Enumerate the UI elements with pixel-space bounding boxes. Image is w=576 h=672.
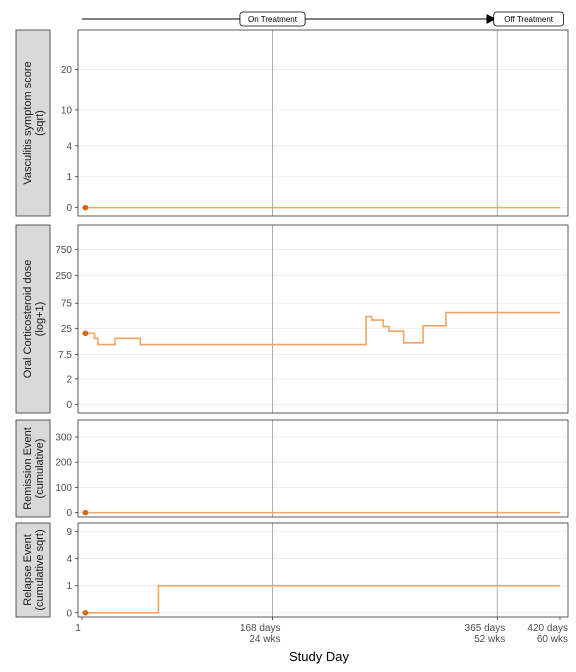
y-tick-label: 100 (55, 483, 72, 494)
panel-strip-label: Vasculitis symptom score(sqrt) (22, 61, 46, 184)
panel-strip (15, 29, 51, 217)
panel-border (77, 419, 569, 518)
panel-strip-label: Oral Corticosteroid dose(log+1) (22, 260, 46, 379)
panel: Vasculitis symptom score(sqrt) 0 1 4 10 20 (15, 29, 569, 217)
plot-background (78, 420, 568, 517)
x-tick-label: 24 wks (249, 634, 280, 645)
strip-label-line: Vasculitis symptom score (22, 61, 34, 184)
x-axis-title: Study Day (289, 649, 349, 664)
x-tick-label: 168 days (240, 623, 281, 634)
data-point (82, 609, 89, 616)
y-tick-label: 20 (61, 65, 73, 76)
panel: Relapse Event(cumulative sqrt) 0 1 4 9 (15, 522, 569, 619)
y-tick-label: 0 (66, 608, 72, 619)
timeline-label: Off Treatment (504, 15, 554, 24)
strip-label-line: Relapse Event (22, 534, 34, 606)
y-tick-label: 0 (66, 400, 72, 411)
panel-strip (15, 419, 51, 518)
y-tick-label: 10 (61, 105, 73, 116)
series-step-line (82, 584, 560, 614)
series-step-line (82, 311, 560, 346)
y-tick-label: 2 (66, 374, 72, 385)
panel-strip (15, 522, 51, 618)
panel: Oral Corticosteroid dose(log+1) 0 2 7.5 25 75… (15, 224, 569, 414)
panel-strip (15, 224, 51, 414)
panel: Remission Event(cumulative) 0 100 200 300 (15, 419, 569, 519)
y-tick-label: 750 (55, 245, 72, 256)
y-tick-label: 0 (66, 508, 72, 519)
panel-border (77, 224, 569, 414)
y-tick-label: 7.5 (58, 350, 72, 361)
strip-label-line: Remission Event (22, 427, 34, 510)
treatment-timeline: On Treatment Off Treatment (82, 11, 564, 27)
plot-background (78, 225, 568, 413)
y-tick-label: 75 (61, 299, 73, 310)
x-tick-label: 60 wks (537, 634, 568, 645)
timeline-label: On Treatment (248, 15, 298, 24)
y-tick-label: 0 (66, 203, 72, 214)
x-tick-label: 52 wks (474, 634, 505, 645)
panel-border (77, 29, 569, 217)
panel-border (77, 522, 569, 618)
strip-label-line: (cumulative) (34, 439, 46, 499)
y-tick-label: 1 (66, 581, 72, 592)
x-tick-label: 365 days (465, 623, 506, 634)
panel-strip-label: Remission Event(cumulative) (22, 427, 46, 510)
y-tick-label: 25 (61, 324, 73, 335)
y-tick-label: 250 (55, 271, 72, 282)
y-tick-label: 200 (55, 458, 72, 469)
strip-label-line: (cumulative sqrt) (34, 529, 46, 610)
y-tick-label: 1 (66, 172, 72, 183)
y-tick-label: 4 (66, 141, 72, 152)
x-tick-label: 420 days (527, 623, 568, 634)
panels: Vasculitis symptom score(sqrt)0141020Ora… (15, 29, 569, 619)
timeline-label-box (493, 11, 564, 27)
strip-label-line: Oral Corticosteroid dose (22, 260, 34, 379)
plot-background (78, 30, 568, 216)
data-point (82, 330, 89, 337)
strip-label-line: (log+1) (34, 302, 46, 337)
y-tick-label: 4 (66, 554, 72, 565)
data-point (82, 509, 89, 516)
y-tick-label: 300 (55, 432, 72, 443)
panel-strip-label: Relapse Event(cumulative sqrt) (22, 529, 46, 610)
timeline-label-box (239, 11, 306, 27)
x-tick-label: 1 (75, 623, 81, 634)
y-tick-label: 9 (66, 527, 72, 538)
plot-background (78, 523, 568, 617)
strip-label-line: (sqrt) (34, 110, 46, 136)
data-point (82, 204, 89, 211)
